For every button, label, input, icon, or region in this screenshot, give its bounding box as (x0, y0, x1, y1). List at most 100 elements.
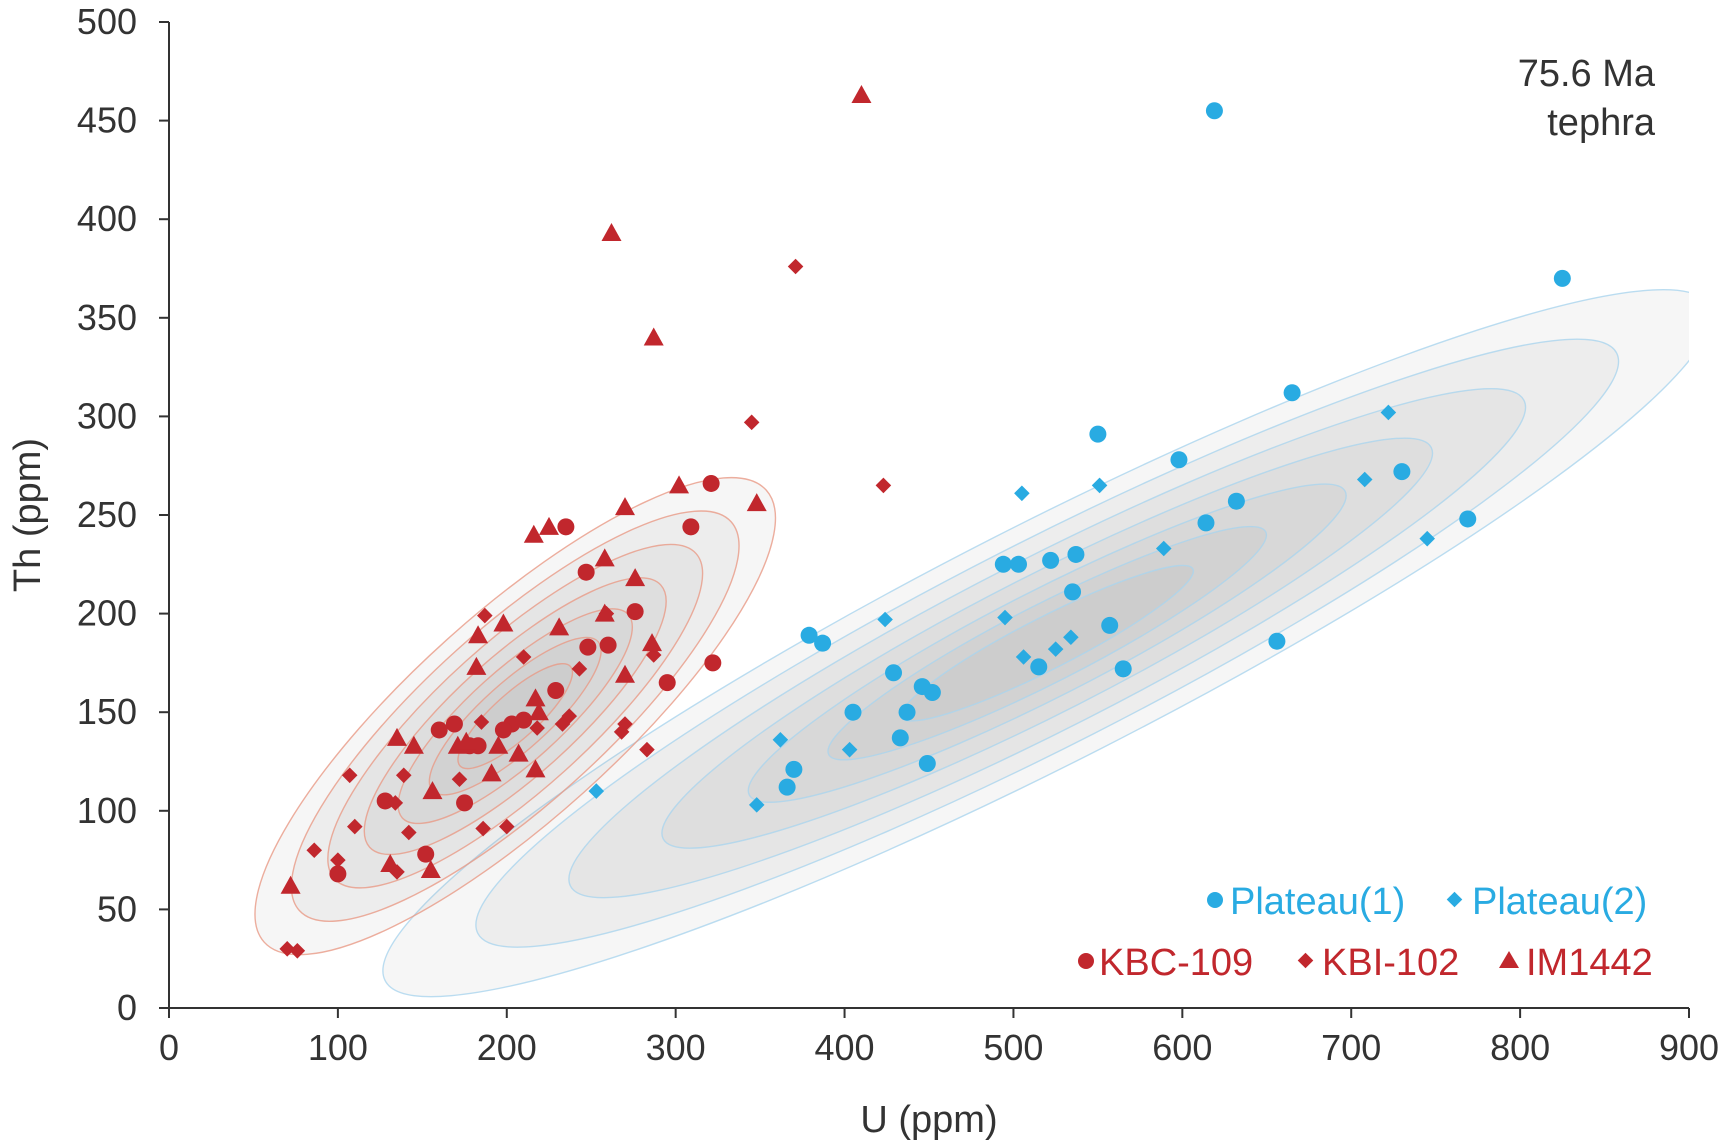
density-contour (254, 476, 777, 956)
point-kbc-109 (702, 474, 720, 492)
legend-marker-diamond-red (1297, 952, 1314, 969)
age-annotation-line2: tephra (1547, 102, 1656, 144)
x-tick-label: 300 (646, 1027, 706, 1068)
x-tick-label: 200 (477, 1027, 537, 1068)
density-contour (747, 483, 1347, 803)
point-kbc-109 (547, 682, 565, 700)
y-tick-label: 250 (77, 494, 137, 535)
legend-marker-circle-red (1078, 953, 1094, 969)
point-im1442 (523, 524, 544, 543)
point-kbc-109 (494, 721, 512, 739)
point-im1442 (422, 781, 443, 800)
point-kbc-109 (469, 737, 487, 755)
point-plateau-2 (877, 611, 893, 628)
y-tick-label: 50 (97, 888, 137, 929)
legend-marker-diamond-blue (1446, 891, 1463, 908)
point-plateau-1 (1042, 551, 1060, 569)
point-im1442 (525, 688, 546, 707)
point-kbi-102 (875, 477, 892, 494)
point-plateau-1 (1459, 510, 1477, 528)
point-plateau-2 (748, 797, 765, 813)
legend-label-plateau-2: Plateau(2) (1472, 881, 1647, 923)
point-plateau-2 (588, 783, 605, 799)
point-plateau-1 (1010, 555, 1028, 573)
point-im1442 (481, 763, 502, 782)
x-tick-label: 600 (1152, 1027, 1212, 1068)
point-plateau-1 (1064, 583, 1082, 601)
legend-item-plateau-1: Plateau(1) (1207, 881, 1405, 923)
point-im1442 (643, 327, 664, 346)
point-plateau-1 (1170, 451, 1188, 469)
density-contour (382, 289, 1689, 998)
density-contour (827, 525, 1268, 761)
legend-item-im1442: IM1442 (1499, 942, 1653, 984)
legend-label-kbc-109: KBC-109 (1099, 942, 1253, 984)
point-kbc-109 (579, 638, 597, 656)
legend-item-kbc-109: KBC-109 (1078, 942, 1253, 984)
age-annotation-line1: 75.6 Ma (1518, 53, 1656, 95)
point-plateau-1 (923, 683, 941, 701)
y-tick-label: 150 (77, 691, 137, 732)
y-tick-label: 100 (77, 790, 137, 831)
point-im1442 (669, 475, 690, 494)
point-im1442 (615, 497, 635, 516)
point-kbc-109 (704, 654, 722, 672)
point-im1442 (420, 859, 441, 878)
point-plateau-1 (1227, 492, 1245, 510)
y-tick-label: 350 (77, 297, 137, 338)
point-plateau-2 (1356, 471, 1373, 488)
y-ticks: 0 50 100 150 200 250 300 350 400 450 500 (77, 1, 169, 1028)
point-kbc-109 (417, 845, 435, 863)
x-tick-label: 500 (983, 1027, 1043, 1068)
point-plateau-1 (1393, 463, 1411, 481)
point-kbi-102 (515, 649, 532, 665)
point-plateau-1 (814, 634, 832, 652)
point-plateau-2 (1091, 477, 1108, 494)
point-im1442 (549, 617, 570, 636)
y-tick-label: 0 (117, 987, 137, 1028)
point-kbc-109 (445, 715, 463, 733)
point-plateau-1 (778, 778, 796, 796)
point-plateau-2 (997, 609, 1013, 626)
point-plateau-1 (844, 703, 862, 721)
point-plateau-1 (1089, 425, 1107, 443)
point-im1442 (642, 633, 663, 652)
x-tick-label: 100 (308, 1027, 368, 1068)
legend-label-kbi-102: KBI-102 (1322, 942, 1459, 984)
point-kbc-109 (557, 518, 575, 536)
point-plateau-2 (1014, 485, 1030, 502)
point-plateau-1 (1205, 102, 1223, 120)
point-kbc-109 (329, 865, 347, 883)
y-axis-title: Th (ppm) (7, 438, 49, 592)
x-axis-title: U (ppm) (860, 1099, 997, 1141)
point-plateau-2 (772, 732, 789, 748)
density-contour (661, 437, 1434, 849)
y-tick-label: 500 (77, 1, 137, 42)
point-im1442 (403, 735, 424, 754)
density-contour (457, 662, 574, 770)
point-plateau-1 (1268, 632, 1286, 650)
point-kbi-102 (554, 716, 571, 732)
point-plateau-2 (841, 741, 858, 758)
legend-item-plateau-2: Plateau(2) (1446, 881, 1647, 923)
point-im1442 (525, 759, 546, 778)
point-im1442 (466, 656, 487, 675)
point-kbi-102 (529, 720, 545, 736)
point-im1442 (601, 223, 622, 242)
point-plateau-2 (1063, 629, 1079, 646)
point-kbi-102 (743, 414, 760, 431)
point-im1442 (615, 664, 635, 683)
y-tick-label: 200 (77, 593, 137, 634)
point-im1442 (625, 568, 646, 587)
point-im1442 (594, 548, 615, 567)
point-im1442 (456, 731, 477, 750)
legend-label-plateau-1: Plateau(1) (1230, 881, 1405, 923)
point-kbc-109 (430, 721, 448, 739)
point-plateau-2 (1380, 404, 1397, 421)
legend-item-kbi-102: KBI-102 (1297, 942, 1459, 984)
point-plateau-1 (898, 703, 916, 721)
point-im1442 (488, 735, 509, 754)
point-plateau-1 (891, 729, 909, 747)
point-plateau-1 (785, 760, 803, 778)
y-tick-label: 300 (77, 395, 137, 436)
